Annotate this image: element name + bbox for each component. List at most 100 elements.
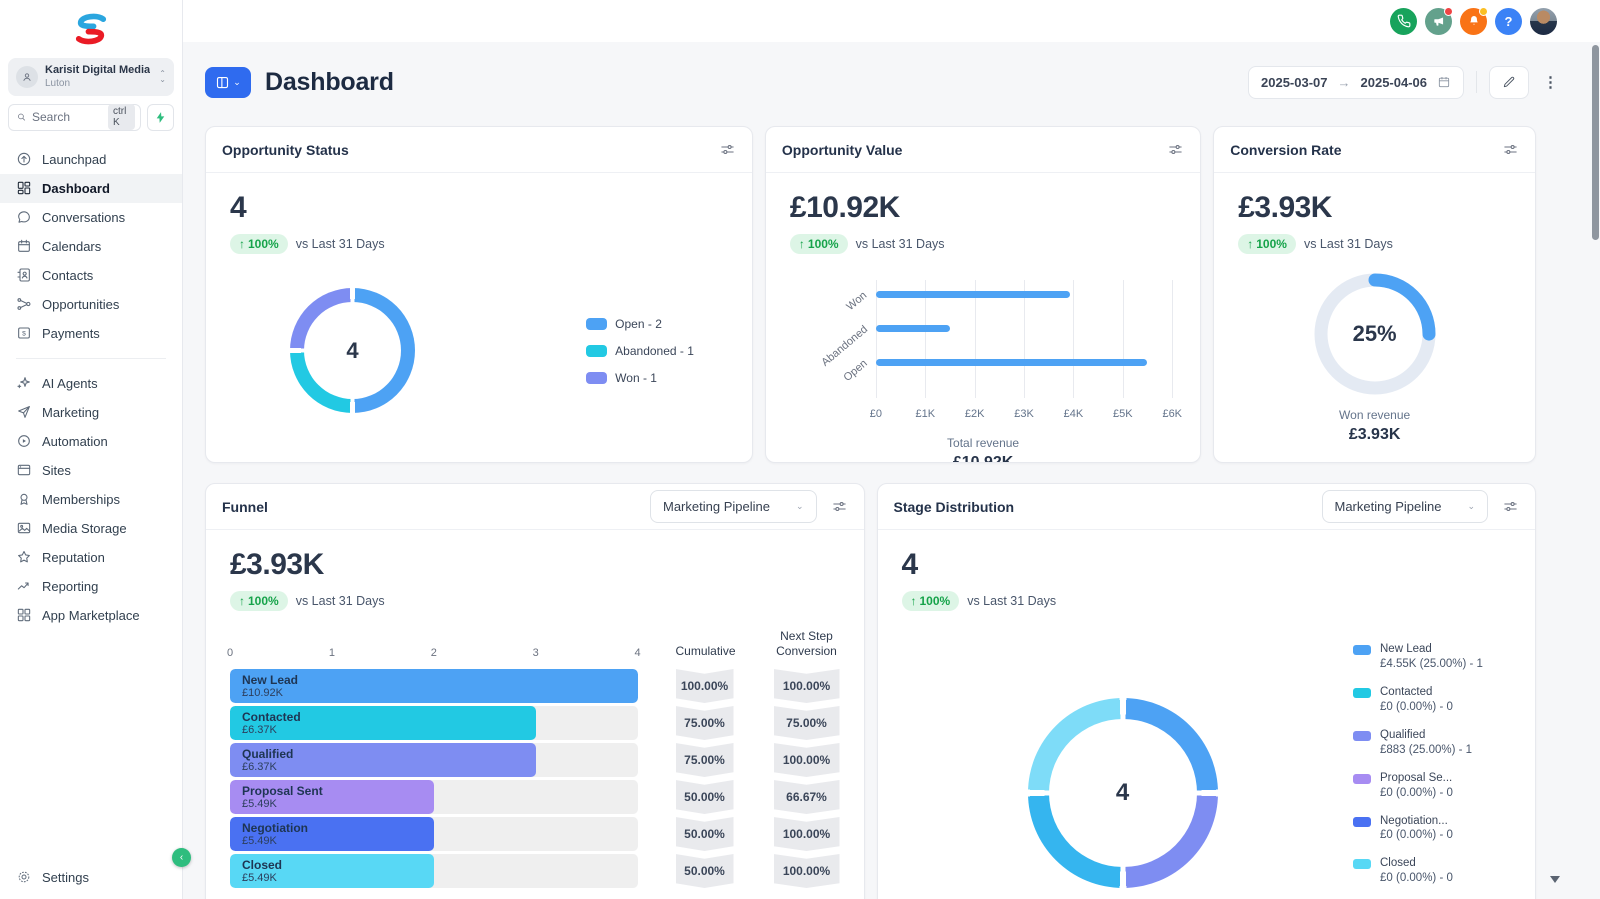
sidebar-divider [16,357,166,359]
sidebar-item-reporting[interactable]: Reporting [0,572,182,601]
legend-item[interactable]: New Lead £4.55K (25.00%) - 1 [1353,642,1489,672]
funnel-bar: Qualified £6.37K [230,743,536,777]
calendar-icon [1438,77,1450,88]
card-config-button[interactable] [1502,498,1519,515]
account-chevrons-icon: ⌃ ⌄ [159,68,166,84]
legend-item[interactable]: Open - 2 [586,317,694,331]
sidebar-item-dashboard[interactable]: Dashboard [0,173,182,203]
sidebar-item-conversations[interactable]: Conversations [0,203,182,232]
card-config-button[interactable] [1167,141,1184,158]
user-avatar[interactable] [1530,7,1557,35]
sidebar-item-calendars[interactable]: Calendars [0,232,182,261]
help-button[interactable]: ? [1495,7,1522,35]
card-title: Opportunity Value [781,141,903,158]
account-switcher[interactable]: Karisit Digital Media Luton ⌃ ⌄ [8,58,174,96]
next-step-cell: 100.00% [773,854,840,888]
x-axis-ticks: £0 £1K £2K £3K £4K £5K £6K [869,408,1183,420]
phone-button[interactable] [1390,7,1417,35]
legend-item[interactable]: Proposal Se... £0 (0.00%) - 0 [1353,771,1489,801]
arrow-right-icon: → [1337,74,1351,90]
opportunity-value-amount: £10.92K [789,191,900,224]
won-revenue-value: £3.93K [1348,426,1401,443]
conversations-icon [18,211,30,223]
logo-icon [75,13,107,45]
legend-swatch [1353,645,1371,655]
funnel-row: Proposal Sent £5.49K 50.00% 66.67% [230,780,840,814]
account-location: Luton [45,77,71,89]
sidebar-item-contacts[interactable]: Contacts [0,261,182,290]
cumulative-cell: 75.00% [675,706,734,740]
bar-abandoned [875,325,950,332]
search-bar[interactable]: ctrl K [8,103,141,131]
legend-item[interactable]: Closed £0 (0.00%) - 0 [1353,856,1489,886]
sidebar-item-payments[interactable]: $ Payments [0,319,182,348]
legend-item[interactable]: Negotiation... £0 (0.00%) - 0 [1353,814,1489,844]
pipeline-dropdown[interactable]: Marketing Pipeline ⌄ [1321,490,1488,523]
legend-swatch [1353,816,1371,827]
date-range-picker[interactable]: 2025-03-07 → 2025-04-06 [1248,65,1464,99]
conversion-gauge-chart: 25% [1238,266,1511,402]
donut-center-value: 4 [346,337,359,363]
funnel-bar: Contacted £6.37K [230,706,536,740]
launchpad-icon [17,153,31,166]
sidebar-item-launchpad[interactable]: Launchpad [0,145,182,174]
funnel-row: Closed £5.49K 50.00% 100.00% [230,854,840,888]
ai-assistant-button[interactable] [147,103,174,131]
sidebar-item-automation[interactable]: Automation [0,427,182,456]
funnel-axis: 0 1 2 3 4 [226,647,641,659]
sidebar-item-marketing[interactable]: Marketing [0,398,182,427]
dashboard-layout-button[interactable]: ⌄ [205,66,251,98]
card-config-button[interactable] [1502,141,1519,158]
sidebar-item-sites[interactable]: Sites [0,456,182,485]
sidebar-item-opportunities[interactable]: Opportunities [0,290,182,319]
kebab-menu[interactable]: ⋮ [1543,73,1558,91]
sidebar-item-app-marketplace[interactable]: App Marketplace [0,601,182,630]
opportunity-status-value: 4 [230,191,247,224]
notifications-button[interactable] [1460,6,1488,35]
stage-distribution-value: 4 [901,548,919,581]
funnel-amount: £3.93K [230,548,324,581]
sidebar-item-media-storage[interactable]: Media Storage [0,514,182,543]
compare-label: vs Last 31 Days [295,594,385,608]
cumulative-cell: 50.00% [675,780,734,814]
stage-legend: New Lead £4.55K (25.00%) - 1 Contacted £0 … [1353,642,1489,899]
top-bar: ? [183,0,1600,42]
search-input[interactable] [31,110,102,125]
legend-item[interactable]: Abandoned - 1 [586,344,694,358]
funnel-bar: Closed £5.49K [230,854,434,888]
delta-badge: ↑ 100% [901,591,960,611]
funnel-bar: Negotiation £5.49K [230,817,434,851]
announcements-button[interactable] [1425,6,1453,35]
sidebar-item-settings[interactable]: Settings [0,855,182,899]
funnel-chart: 0 1 2 3 4 Cumulative Next Step Conversio… [226,629,840,888]
lightning-icon [156,111,165,123]
card-title: Conversion Rate [1230,141,1342,158]
phone-icon [1397,14,1410,28]
vertical-scrollbar-thumb[interactable] [1592,45,1599,240]
sidebar: Karisit Digital Media Luton ⌃⌄ ctrl K La… [0,0,191,899]
notifications-badge-dot [1479,6,1488,16]
app-logo [0,0,182,56]
pipeline-dropdown[interactable]: Marketing Pipeline ⌄ [650,490,817,523]
compare-label: vs Last 31 Days [967,594,1057,608]
header-divider [1476,71,1477,93]
legend-item[interactable]: Contacted £0 (0.00%) - 0 [1353,685,1489,715]
sidebar-item-reputation[interactable]: Reputation [0,543,182,572]
compare-label: vs Last 31 Days [295,237,385,251]
card-config-button[interactable] [719,141,736,158]
legend-item[interactable]: Qualified £883 (25.00%) - 1 [1353,728,1489,758]
bell-icon [1469,16,1478,25]
svg-text:$: $ [22,331,26,338]
sidebar-item-ai-agents[interactable]: AI Agents [0,369,182,398]
stage-distribution-card: Stage Distribution Marketing Pipeline ⌄ … [876,483,1536,899]
compare-label: vs Last 31 Days [1303,237,1393,251]
sidebar-nav: Launchpad Dashboard Conversations Calend… [0,141,182,855]
sidebar-item-memberships[interactable]: Memberships [0,485,182,514]
card-config-button[interactable] [831,498,848,515]
page-header: ⌄ Dashboard 2025-03-07 → 2025-04-06 ⋮ [205,60,1558,104]
legend-item[interactable]: Won - 1 [586,371,694,385]
donut-center-value: 4 [1115,779,1130,806]
edit-dashboard-button[interactable] [1489,65,1529,99]
sidebar-collapse-button[interactable]: ‹ [172,848,191,867]
next-step-cell: 66.67% [773,780,840,814]
